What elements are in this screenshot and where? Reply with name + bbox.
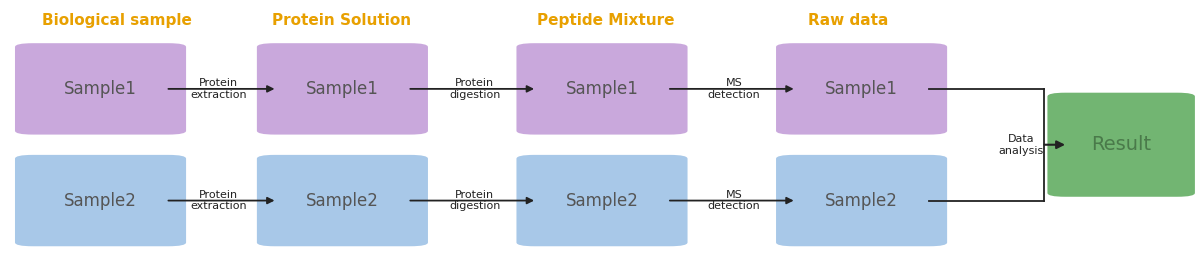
FancyBboxPatch shape — [517, 43, 687, 135]
Text: Sample2: Sample2 — [825, 192, 898, 210]
Text: Sample2: Sample2 — [566, 192, 638, 210]
Text: Protein
extraction: Protein extraction — [190, 78, 247, 100]
FancyBboxPatch shape — [14, 155, 187, 246]
Text: Protein
digestion: Protein digestion — [449, 78, 500, 100]
FancyBboxPatch shape — [517, 155, 687, 246]
FancyBboxPatch shape — [1047, 93, 1194, 197]
Text: Sample1: Sample1 — [825, 80, 898, 98]
Text: Sample1: Sample1 — [306, 80, 379, 98]
Text: Protein
digestion: Protein digestion — [449, 190, 500, 211]
Text: Sample1: Sample1 — [64, 80, 137, 98]
Text: Result: Result — [1091, 135, 1151, 154]
Text: Peptide Mixture: Peptide Mixture — [537, 13, 674, 28]
Text: Protein Solution: Protein Solution — [272, 13, 411, 28]
Text: MS
detection: MS detection — [708, 190, 761, 211]
FancyBboxPatch shape — [256, 43, 427, 135]
Text: Raw data: Raw data — [809, 13, 889, 28]
Text: MS
detection: MS detection — [708, 78, 761, 100]
Text: Sample2: Sample2 — [306, 192, 379, 210]
Text: Sample2: Sample2 — [64, 192, 137, 210]
Text: Sample1: Sample1 — [566, 80, 638, 98]
FancyBboxPatch shape — [777, 43, 948, 135]
FancyBboxPatch shape — [256, 155, 427, 246]
Text: Protein
extraction: Protein extraction — [190, 190, 247, 211]
Text: Biological sample: Biological sample — [41, 13, 191, 28]
FancyBboxPatch shape — [777, 155, 948, 246]
FancyBboxPatch shape — [14, 43, 187, 135]
Text: Data
analysis: Data analysis — [998, 134, 1044, 155]
